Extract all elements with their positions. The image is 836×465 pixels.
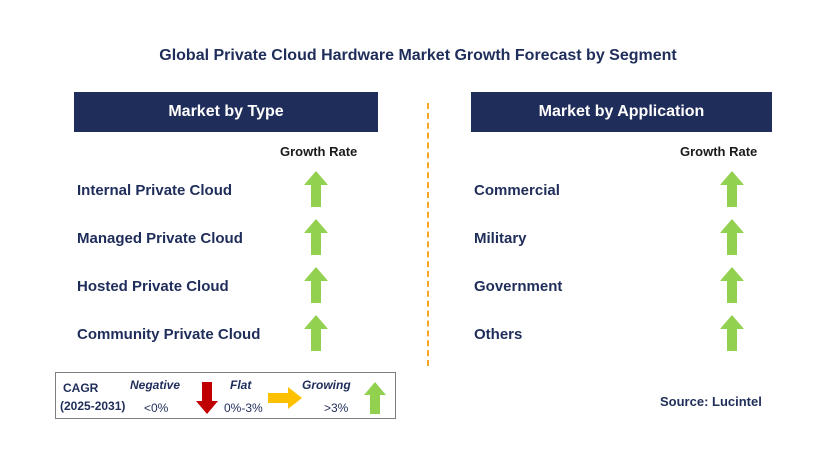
panel-divider xyxy=(427,103,429,366)
application-segment-label: Commercial xyxy=(474,182,560,199)
green-up-arrow-icon xyxy=(364,382,386,414)
source-note: Source: Lucintel xyxy=(660,394,762,409)
green-up-arrow-icon xyxy=(304,171,328,207)
type-segment-label: Community Private Cloud xyxy=(77,326,261,343)
application-segment-label: Military xyxy=(474,230,527,247)
cagr-legend: CAGR (2025-2031) Negative <0% Flat 0%-3%… xyxy=(55,372,396,419)
green-up-arrow-icon xyxy=(720,219,744,255)
green-up-arrow-icon xyxy=(304,219,328,255)
application-segment-label: Government xyxy=(474,278,563,295)
type-segment-label: Managed Private Cloud xyxy=(77,230,243,247)
legend-negative-label: Negative xyxy=(130,378,181,392)
legend-cagr-label: CAGR xyxy=(63,381,99,395)
application-panel-header-label: Market by Application xyxy=(538,103,705,120)
legend-period: (2025-2031) xyxy=(60,399,126,413)
green-up-arrow-icon xyxy=(720,171,744,207)
legend-growing-label: Growing xyxy=(302,378,351,392)
application-segment-label: Others xyxy=(474,326,523,343)
yellow-right-arrow-icon xyxy=(268,387,302,409)
red-down-arrow-icon xyxy=(196,382,218,414)
legend-flat-range: 0%-3% xyxy=(224,401,263,415)
diagram-title: Global Private Cloud Hardware Market Gro… xyxy=(159,47,677,64)
type-segment-label: Hosted Private Cloud xyxy=(77,278,229,295)
type-segment-label: Internal Private Cloud xyxy=(77,182,233,199)
legend-growing-range: >3% xyxy=(324,401,349,415)
type-panel-header: Market by Type xyxy=(74,92,378,132)
application-growth-rate-label: Growth Rate xyxy=(680,144,758,159)
type-growth-rate-label: Growth Rate xyxy=(280,144,358,159)
legend-flat-label: Flat xyxy=(230,378,252,392)
legend-negative-range: <0% xyxy=(144,401,169,415)
green-up-arrow-icon xyxy=(304,267,328,303)
green-up-arrow-icon xyxy=(720,267,744,303)
type-panel-header-label: Market by Type xyxy=(168,103,284,120)
green-up-arrow-icon xyxy=(304,315,328,351)
application-panel-header: Market by Application xyxy=(471,92,772,132)
green-up-arrow-icon xyxy=(720,315,744,351)
